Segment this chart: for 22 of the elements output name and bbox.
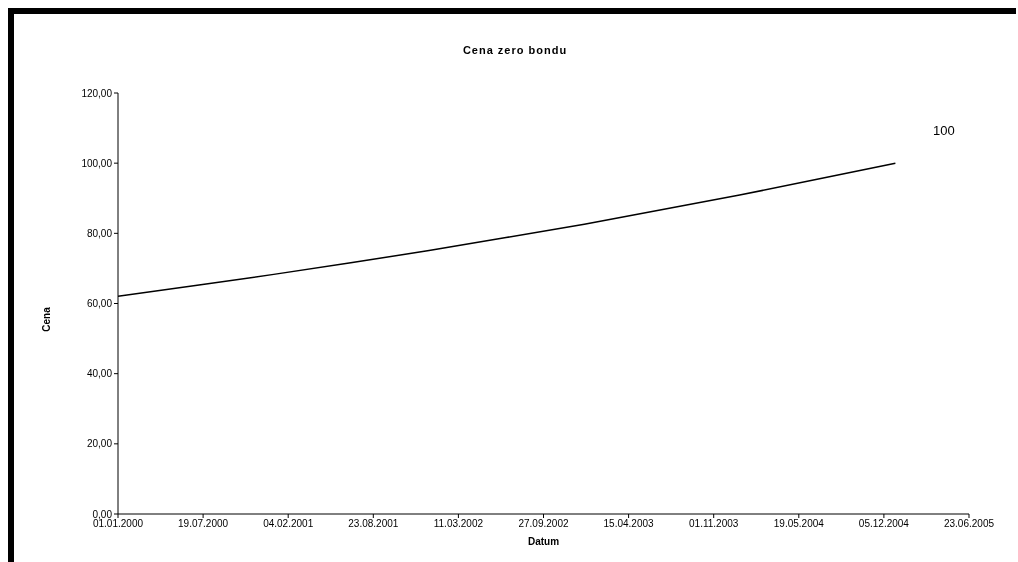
y-tick-label: 100,00 bbox=[81, 157, 113, 169]
y-tick-label: 0,00 bbox=[92, 508, 113, 520]
x-tick-label: 27.09.2002 bbox=[518, 518, 569, 530]
y-tick-label: 20,00 bbox=[86, 438, 113, 450]
x-tick-label: 23.06.2005 bbox=[943, 518, 995, 530]
x-tick-label: 19.05.2004 bbox=[773, 518, 825, 530]
y-tick-label: 120,00 bbox=[81, 87, 113, 99]
x-tick-label: 05.12.2004 bbox=[858, 518, 910, 530]
x-tick-label: 23.08.2001 bbox=[348, 518, 399, 530]
x-tick-label: 01.01.2000 bbox=[92, 518, 144, 530]
x-tick-label: 19.07.2000 bbox=[178, 518, 229, 530]
chart-title: Cena zero bondu bbox=[461, 44, 569, 56]
y-tick-label: 60,00 bbox=[86, 298, 113, 310]
y-tick-label: 40,00 bbox=[86, 368, 113, 380]
x-tick-label: 11.03.2002 bbox=[433, 518, 484, 530]
x-axis-title: Datum bbox=[526, 536, 561, 547]
y-tick-label: 80,00 bbox=[86, 227, 113, 239]
x-tick-label: 15.04.2003 bbox=[603, 518, 655, 530]
x-tick-label: 01.11.2003 bbox=[689, 518, 739, 530]
x-tick-label: 04.02.2001 bbox=[263, 518, 314, 530]
y-axis-title: Cena bbox=[40, 307, 52, 332]
annotation: 100 bbox=[933, 123, 955, 138]
